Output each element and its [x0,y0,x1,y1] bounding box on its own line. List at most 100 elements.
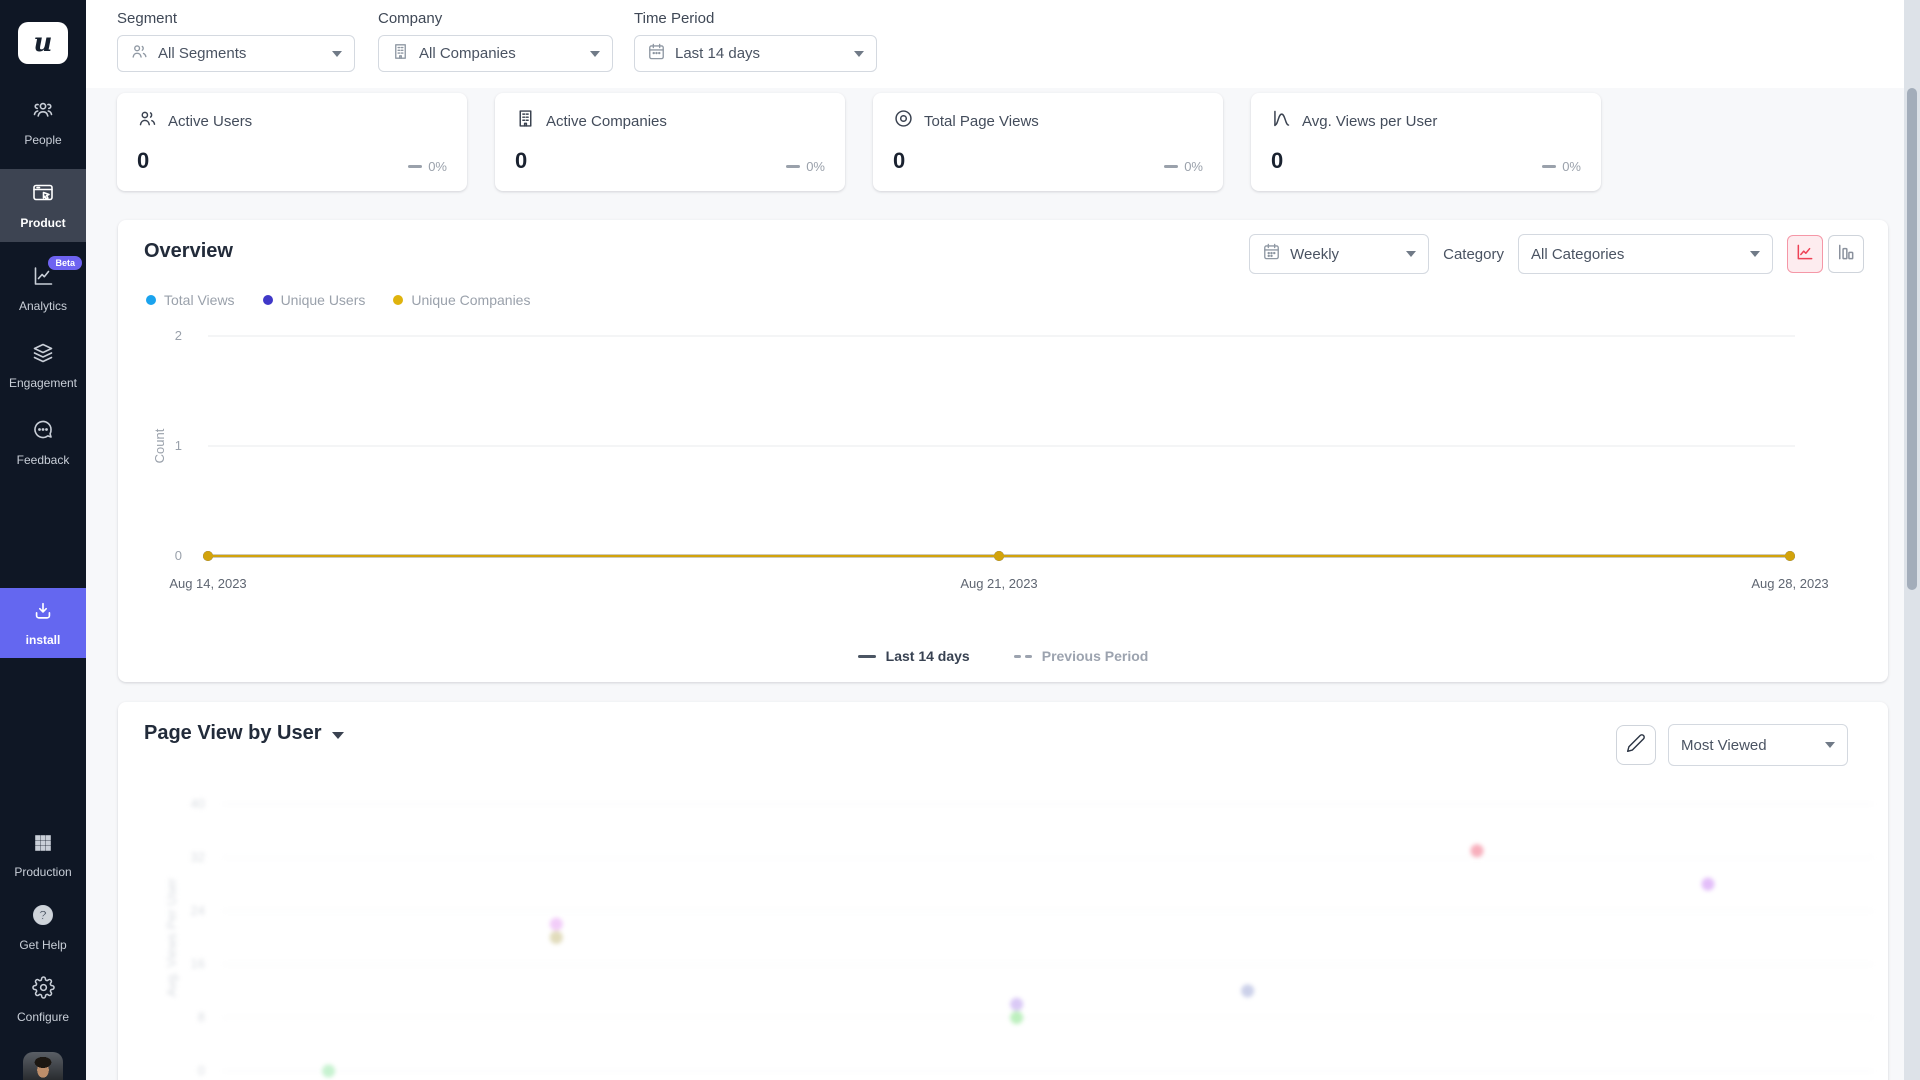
flat-trend-icon [1164,165,1179,168]
page-view-scatter-chart: 40 32 24 16 8 0 Avg. Views Per User [164,796,1873,1078]
sidebar-item-production[interactable]: Production [0,826,86,885]
svg-text:0: 0 [175,548,182,563]
legend-item-unique-companies[interactable]: Unique Companies [393,292,530,308]
stat-card-active-companies: Active Companies 0 0% [495,93,845,191]
users-icon [137,108,158,134]
svg-text:1: 1 [175,438,182,453]
feedback-icon [31,418,55,447]
time-period-value: Last 14 days [675,45,761,62]
legend-dot [146,295,156,305]
sidebar-bottom: Production ? Get Help Configure [0,826,86,1080]
company-label: Company [378,10,443,27]
time-period-dropdown[interactable]: Last 14 days [634,35,877,72]
category-value: All Categories [1531,245,1625,263]
sidebar-item-label: Feedback [16,453,70,467]
card-title: Avg. Views per User [1302,112,1438,130]
card-title: Active Companies [546,112,667,130]
flat-trend-icon [786,165,801,168]
eye-icon [893,108,914,134]
gear-icon [31,976,55,1004]
company-dropdown[interactable]: All Companies [378,35,613,72]
flat-trend-icon [408,165,423,168]
edit-button[interactable] [1616,725,1656,765]
product-icon [31,181,55,210]
legend-item-total-views[interactable]: Total Views [146,292,235,308]
overview-legend: Total Views Unique Users Unique Companie… [146,292,530,308]
granularity-dropdown[interactable]: Weekly [1249,234,1430,274]
legend-item-previous-period[interactable]: Previous Period [1013,648,1148,664]
sidebar-item-product[interactable]: Product [0,169,86,242]
stat-card-active-users: Active Users 0 0% [117,93,467,191]
card-change: 0% [1164,159,1203,174]
building-icon [515,108,536,134]
overview-line-chart: 2 1 0 Aug 14, 2023 Aug 21, 2023 Aug 28, 2023 C… [152,328,1829,591]
legend-item-unique-users[interactable]: Unique Users [262,292,365,308]
svg-text:0: 0 [198,1063,205,1078]
page-view-title-dropdown[interactable]: Page View by User [144,722,344,745]
sidebar-item-label: Configure [16,1010,70,1024]
sidebar: u People Product Beta [0,0,86,1080]
card-value: 0 [1271,148,1284,173]
sidebar-item-label: People [24,133,62,147]
grid-icon [32,832,54,859]
app-logo[interactable]: u [18,22,68,64]
sidebar-item-label: Get Help [19,938,67,952]
granularity-value: Weekly [1290,245,1340,263]
download-icon [32,600,54,627]
overview-controls: Weekly Category All Categories [1249,234,1864,274]
sidebar-item-analytics[interactable]: Beta Analytics [0,256,86,319]
building-icon [391,42,410,66]
segment-filter: Segment All Segments [117,10,355,72]
engagement-icon [31,341,55,370]
sort-value: Most Viewed [1681,736,1767,754]
segment-label: Segment [117,10,178,27]
install-button[interactable]: install [0,588,86,658]
curve-icon [1271,108,1292,134]
calendar-icon [647,42,666,66]
company-filter: Company All Companies [378,10,613,72]
sidebar-item-label: Analytics [18,299,68,313]
sidebar-item-feedback[interactable]: Feedback [0,412,86,473]
sort-dropdown[interactable]: Most Viewed [1668,724,1848,766]
page-view-title: Page View by User [144,722,322,744]
overview-title: Overview [144,240,233,262]
flat-trend-icon [1542,165,1557,168]
card-change: 0% [1542,159,1581,174]
category-dropdown[interactable]: All Categories [1518,234,1773,274]
svg-text:16: 16 [191,956,205,971]
sidebar-item-engagement[interactable]: Engagement [0,335,86,396]
sidebar-item-people[interactable]: People [0,92,86,153]
period-legend: Last 14 days Previous Period [118,648,1888,664]
overview-panel: Overview Weekly Category All Categories [118,220,1888,682]
bar-chart-icon [1836,242,1856,267]
svg-text:Count: Count [152,428,167,463]
solid-line-icon [857,654,876,658]
vertical-scrollbar [1904,0,1920,1080]
line-chart-icon [1795,242,1815,267]
legend-item-current-period[interactable]: Last 14 days [857,648,970,664]
chevron-down-icon [854,50,864,57]
pencil-icon [1626,733,1646,758]
card-value: 0 [515,148,528,173]
svg-text:Aug 14, 2023: Aug 14, 2023 [169,576,246,591]
sidebar-item-configure[interactable]: Configure [0,970,86,1030]
sidebar-item-label: Production [14,865,72,879]
scrollbar-thumb[interactable] [1907,88,1917,590]
chevron-down-icon [590,50,600,57]
segment-dropdown[interactable]: All Segments [117,35,355,72]
card-change: 0% [786,159,825,174]
people-icon [31,98,55,127]
segment-value: All Segments [158,45,247,62]
bar-chart-toggle-button[interactable] [1828,235,1864,273]
stat-cards-row: Active Users 0 0% Active Companies 0 0% [117,93,1601,191]
help-icon: ? [31,903,55,932]
svg-text:?: ? [39,908,47,923]
line-chart-toggle-button[interactable] [1787,235,1823,273]
sidebar-item-label: Product [20,216,66,230]
sidebar-nav: People Product Beta Analytics [0,92,86,473]
user-avatar[interactable] [23,1052,63,1080]
logo-letter: u [33,28,53,58]
sidebar-item-get-help[interactable]: ? Get Help [0,897,86,958]
svg-text:32: 32 [191,849,205,864]
stat-card-total-page-views: Total Page Views 0 0% [873,93,1223,191]
